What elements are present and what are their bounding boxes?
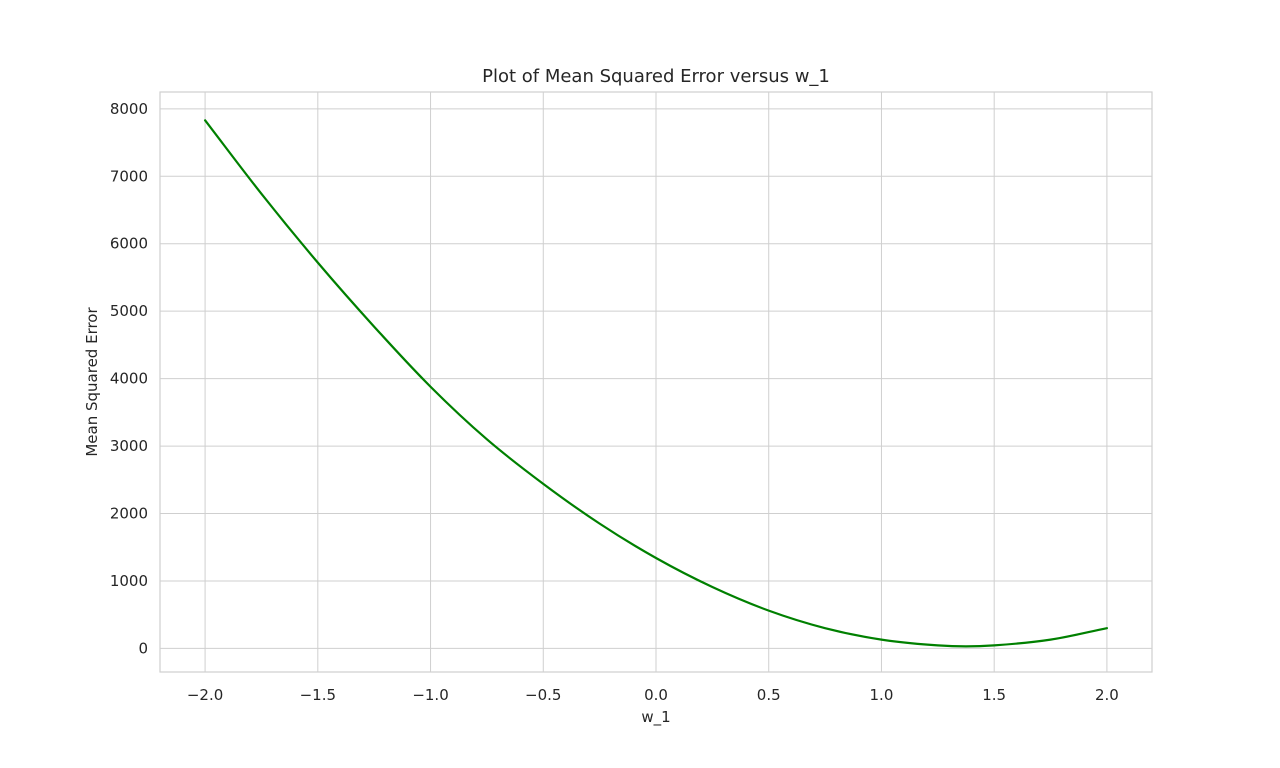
chart-title: Plot of Mean Squared Error versus w_1 [482, 66, 830, 87]
y-tick-label: 6000 [110, 235, 148, 253]
x-tick-label: 1.0 [870, 686, 894, 704]
y-tick-label: 3000 [110, 437, 148, 455]
x-tick-label: 0.0 [644, 686, 668, 704]
x-tick-label: −1.0 [412, 686, 448, 704]
x-tick-label: −2.0 [187, 686, 223, 704]
x-tick-label: 2.0 [1095, 686, 1119, 704]
x-tick-label: 1.5 [982, 686, 1006, 704]
y-tick-label: 7000 [110, 167, 148, 185]
y-tick-label: 0 [138, 639, 148, 657]
plot-frame [159, 91, 1153, 673]
y-tick-label: 2000 [110, 505, 148, 523]
y-tick-label: 1000 [110, 572, 148, 590]
y-tick-label: 5000 [110, 302, 148, 320]
x-axis-label: w_1 [641, 708, 670, 727]
x-tick-label: −1.5 [300, 686, 336, 704]
grid [160, 92, 1152, 672]
y-axis-label: Mean Squared Error [83, 307, 101, 457]
y-tick-labels: 0 1000 2000 3000 4000 5000 6000 7000 8000 [110, 100, 148, 658]
x-tick-label: −0.5 [525, 686, 561, 704]
x-tick-labels: −2.0 −1.5 −1.0 −0.5 0.0 0.5 1.0 1.5 2.0 [187, 686, 1119, 704]
y-tick-label: 4000 [110, 370, 148, 388]
series-layer [203, 119, 1109, 648]
y-tick-label: 8000 [110, 100, 148, 118]
x-tick-label: 0.5 [757, 686, 781, 704]
mse-series-line [203, 119, 1109, 648]
